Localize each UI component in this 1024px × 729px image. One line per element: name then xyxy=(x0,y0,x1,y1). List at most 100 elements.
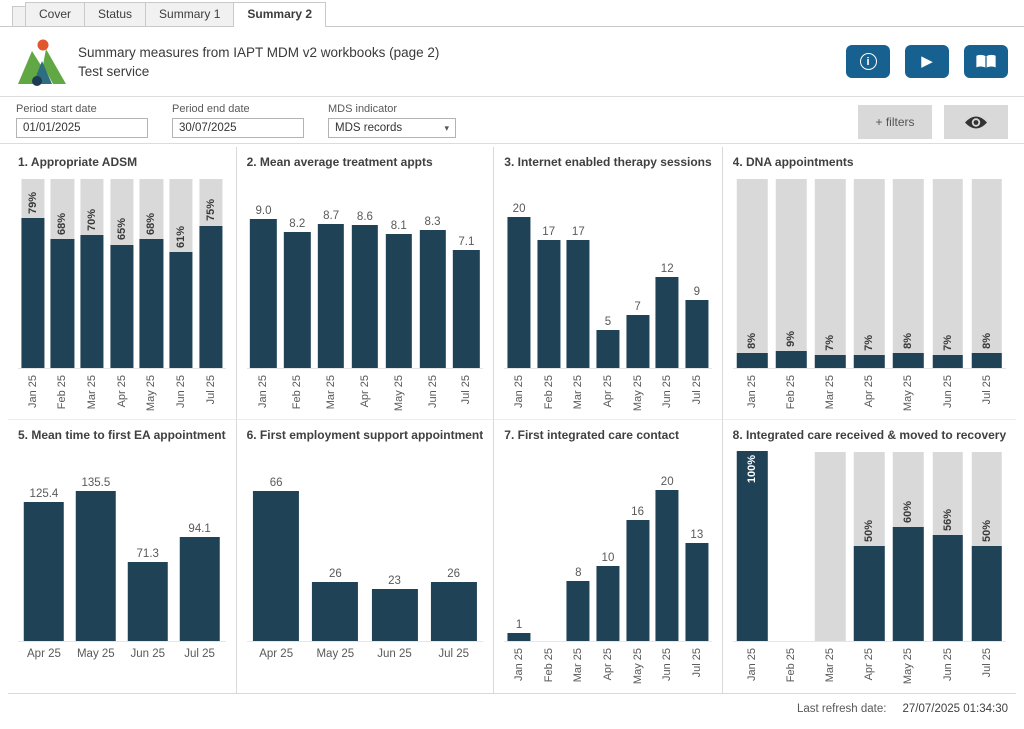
bar[interactable] xyxy=(110,244,134,368)
bar[interactable] xyxy=(419,230,446,368)
bar[interactable] xyxy=(655,490,679,641)
period-start-input[interactable] xyxy=(16,118,148,138)
bar[interactable] xyxy=(75,491,117,641)
bar[interactable] xyxy=(21,217,45,368)
bar[interactable] xyxy=(317,223,345,368)
category-label: Feb 25 xyxy=(534,372,564,418)
tab-summary-1[interactable]: Summary 1 xyxy=(145,2,235,26)
bar[interactable] xyxy=(854,546,885,641)
category-label: Jul 25 xyxy=(196,372,226,418)
chart-title: 3. Internet enabled therapy sessions xyxy=(504,155,712,169)
category-label: Mar 25 xyxy=(77,372,107,418)
category-label-text: Feb 25 xyxy=(56,375,69,410)
period-start-label: Period start date xyxy=(16,103,97,115)
add-filters-button[interactable]: + filters xyxy=(858,105,932,139)
value-label: 100% xyxy=(746,455,759,484)
bar[interactable] xyxy=(596,565,620,641)
value-label: 12 xyxy=(660,263,674,276)
chart-categories: Jan 25 Feb 25 Mar 25 Apr 25 May 25 Jun 25 Jul … xyxy=(18,372,226,418)
category-label-text: Apr 25 xyxy=(863,375,876,408)
category-label-text: May 25 xyxy=(76,648,115,660)
bar[interactable] xyxy=(932,534,963,641)
category-label-text: Jun 25 xyxy=(175,375,188,409)
bar-column: 10 xyxy=(593,452,623,641)
bar-column: 70% xyxy=(77,179,107,368)
bar[interactable] xyxy=(371,588,418,641)
bar[interactable] xyxy=(351,225,379,368)
bar[interactable] xyxy=(453,250,480,368)
bar[interactable] xyxy=(385,233,412,368)
bar[interactable] xyxy=(507,633,531,641)
chart-title: 2. Mean average treatment appts xyxy=(246,155,433,169)
tab-status[interactable]: Status xyxy=(84,2,147,26)
filter-bar: Period start date Period end date MDS in… xyxy=(0,97,1024,144)
bar[interactable] xyxy=(626,315,650,368)
value-label: 23 xyxy=(388,574,401,587)
bar[interactable] xyxy=(139,238,164,368)
bar[interactable] xyxy=(566,239,590,368)
eye-icon xyxy=(965,116,987,128)
bar[interactable] xyxy=(169,252,193,368)
bar[interactable] xyxy=(685,542,709,641)
bar[interactable] xyxy=(537,239,561,368)
mds-indicator-select[interactable]: MDS records ▾ xyxy=(328,118,456,138)
bar[interactable] xyxy=(854,354,885,368)
category-label-text: Apr 25 xyxy=(27,648,61,660)
bar[interactable] xyxy=(80,235,104,368)
bar[interactable] xyxy=(23,502,65,641)
info-button[interactable]: i xyxy=(846,45,890,78)
bar-column: 50% xyxy=(967,452,1006,641)
visibility-button[interactable] xyxy=(944,105,1008,139)
category-label-text: Mar 25 xyxy=(572,648,585,683)
play-button[interactable]: ▶ xyxy=(905,45,949,78)
bar[interactable] xyxy=(893,352,924,368)
guide-button[interactable] xyxy=(964,45,1008,78)
bar[interactable] xyxy=(626,520,650,641)
bar[interactable] xyxy=(253,490,300,641)
bar[interactable] xyxy=(507,217,531,368)
category-label: Mar 25 xyxy=(811,645,850,691)
chart-categories: Jan 25 Feb 25 Mar 25 Apr 25 May 25 Jun 25 Jul … xyxy=(247,372,484,418)
bar[interactable] xyxy=(312,581,359,641)
bar[interactable] xyxy=(50,238,75,368)
bar[interactable] xyxy=(893,527,924,641)
bar[interactable] xyxy=(971,546,1002,641)
category-label-text: Jan 25 xyxy=(513,375,526,409)
bar[interactable] xyxy=(430,581,477,641)
bar[interactable] xyxy=(815,354,846,368)
bar[interactable] xyxy=(566,580,590,641)
bar-column: 5 xyxy=(593,179,623,368)
category-label: May 25 xyxy=(623,645,653,691)
tab-summary-2[interactable]: Summary 2 xyxy=(233,2,327,27)
tab-cover[interactable]: Cover xyxy=(25,2,86,26)
app-logo xyxy=(18,39,66,86)
category-label-text: Jun 25 xyxy=(130,648,165,660)
category-label: Jun 25 xyxy=(122,645,174,691)
bar[interactable] xyxy=(932,354,963,368)
bar-column: 1 xyxy=(504,452,534,641)
bar-column: 75% xyxy=(196,179,226,368)
bar[interactable] xyxy=(971,352,1002,368)
bar-track xyxy=(776,179,807,368)
bar[interactable] xyxy=(655,277,679,368)
bar[interactable] xyxy=(596,330,620,368)
category-label-text: Jan 25 xyxy=(26,375,39,409)
bar[interactable] xyxy=(199,225,223,368)
category-label-text: May 25 xyxy=(902,375,915,412)
bar[interactable] xyxy=(179,536,220,641)
value-label: 135.5 xyxy=(81,477,111,490)
chart-plot: 125.4 135.5 71.3 94.1 xyxy=(18,452,226,642)
bar[interactable] xyxy=(776,350,807,368)
bar[interactable] xyxy=(250,218,277,368)
bar[interactable] xyxy=(736,451,768,641)
bar[interactable] xyxy=(284,231,311,368)
play-icon: ▶ xyxy=(921,53,933,70)
bar-column: 26 xyxy=(306,452,365,641)
bar[interactable] xyxy=(127,562,168,641)
bar[interactable] xyxy=(685,300,709,368)
chart-plot: 9.0 8.2 8.7 8.6 8.1 8.3 7.1 xyxy=(246,179,484,369)
bar[interactable] xyxy=(736,352,768,368)
category-label: Feb 25 xyxy=(772,372,811,418)
period-end-input[interactable] xyxy=(172,118,304,138)
tab-stub xyxy=(12,6,26,26)
